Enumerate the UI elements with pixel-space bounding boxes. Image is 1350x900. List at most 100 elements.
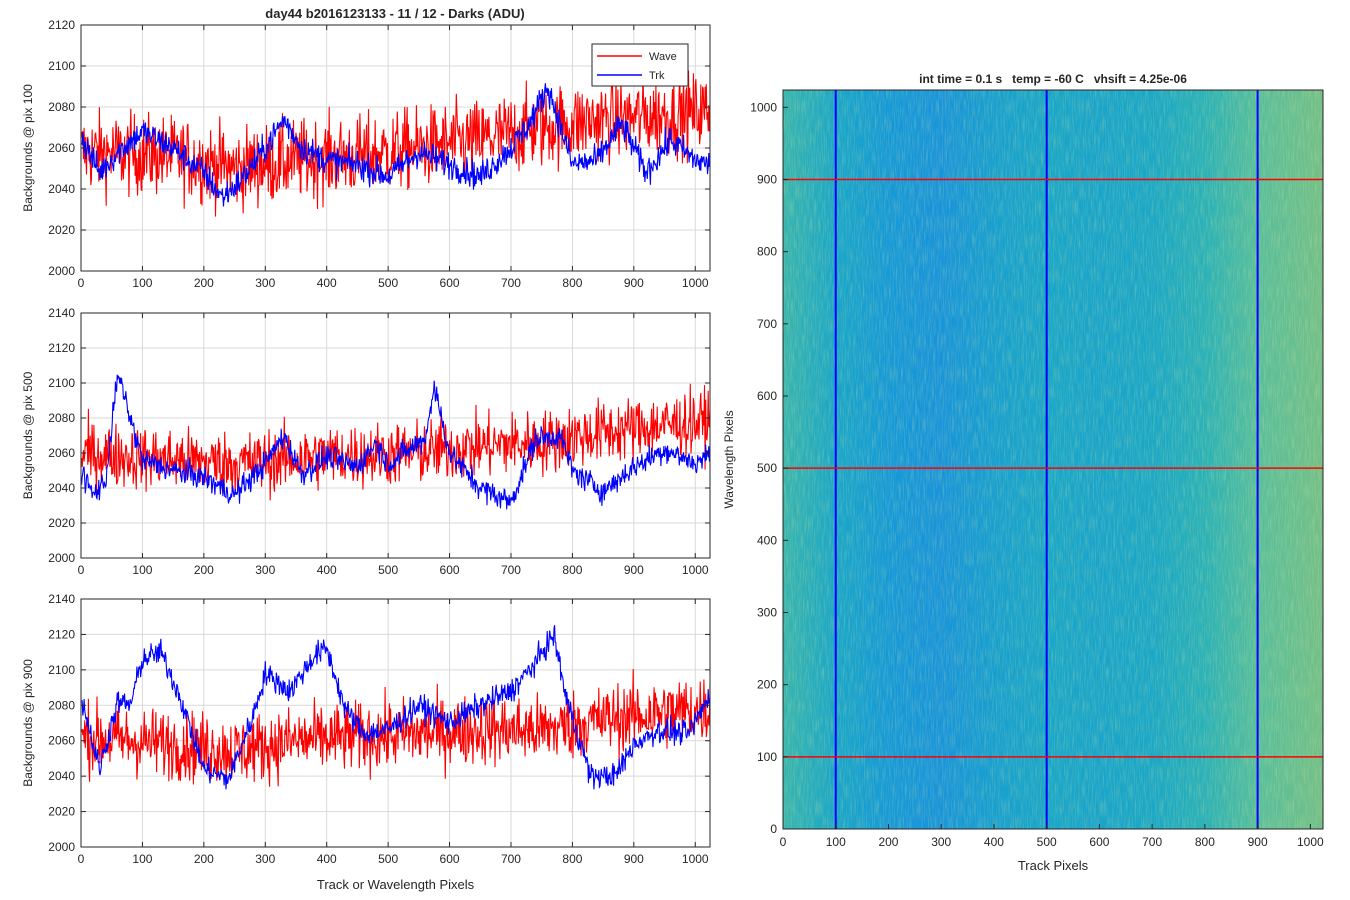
line-chart-3: 0 100 200 300 400 500 600 700 800 900 1000 2000 2020… <box>21 592 711 892</box>
y-tick-label: 2140 <box>48 306 75 320</box>
y-tick-label: 900 <box>757 172 777 186</box>
x-tick-label: 200 <box>194 563 214 577</box>
y-tick-label: 2140 <box>48 592 75 606</box>
x-tick-label: 600 <box>1089 835 1109 849</box>
y-tick-label: 1000 <box>750 100 777 114</box>
x-tick-label: 900 <box>624 563 644 577</box>
y-tick-label: 0 <box>770 822 777 836</box>
y-tick-label: 800 <box>757 245 777 259</box>
x-tick-label: 400 <box>317 276 337 290</box>
series-line-wave <box>81 668 710 787</box>
axes-frame <box>80 598 711 848</box>
y-tick-label: 2040 <box>48 481 75 495</box>
y-tick-label: 2020 <box>48 516 75 530</box>
legend-label-wave: Wave <box>649 51 677 63</box>
series-line-trk <box>81 374 710 510</box>
x-tick-label: 1000 <box>682 276 709 290</box>
y-tick-label: 2100 <box>48 59 75 73</box>
y-tick-label: 2120 <box>48 341 75 355</box>
x-tick-label: 600 <box>440 852 460 866</box>
x-tick-label: 700 <box>501 276 521 290</box>
y-tick-label: 2100 <box>48 376 75 390</box>
y-tick-label: 400 <box>757 533 777 547</box>
x-axis-label: Track or Wavelength Pixels <box>317 877 475 892</box>
line-chart-1: 0 100 200 300 400 500 600 700 800 900 1000 2000 2020… <box>21 18 711 290</box>
y-tick-label: 2100 <box>48 663 75 677</box>
x-tick-label: 300 <box>931 835 951 849</box>
y-tick-label: 2120 <box>48 18 75 32</box>
plots: 0 100 200 300 400 500 600 700 800 900 100020002020… <box>21 18 1324 892</box>
legend-label-trk: Trk <box>649 70 665 82</box>
series-line-trk <box>81 625 710 790</box>
x-tick-label: 200 <box>194 852 214 866</box>
x-tick-label: 800 <box>562 852 582 866</box>
x-tick-label: 600 <box>440 563 460 577</box>
x-tick-label: 900 <box>1248 835 1268 849</box>
legend: Wave Trk <box>591 43 689 87</box>
x-tick-label: 900 <box>624 276 644 290</box>
y-tick-label: 2020 <box>48 805 75 819</box>
x-tick-label: 700 <box>501 852 521 866</box>
x-tick-label: 100 <box>132 563 152 577</box>
x-tick-label: 500 <box>378 563 398 577</box>
x-tick-label: 900 <box>624 852 644 866</box>
x-tick-label: 800 <box>1195 835 1215 849</box>
y-tick-label: 2040 <box>48 769 75 783</box>
heatmap-chart: 0 100 200 300 400 500 600 700 800 900 1000 0 100 200 3… <box>722 72 1324 873</box>
x-tick-label: 200 <box>194 276 214 290</box>
x-tick-label: 400 <box>317 563 337 577</box>
x-tick-label: 200 <box>878 835 898 849</box>
y-tick-label: 600 <box>757 389 777 403</box>
y-tick-label: 2020 <box>48 223 75 237</box>
x-tick-label: 700 <box>501 563 521 577</box>
y-tick-label: 2060 <box>48 734 75 748</box>
y-tick-label: 500 <box>757 461 777 475</box>
y-tick-label: 2060 <box>48 141 75 155</box>
x-tick-label: 400 <box>984 835 1004 849</box>
heatmap-title: int time = 0.1 s temp = -60 C vhsift = 4… <box>919 72 1187 86</box>
y-tick-label: 2120 <box>48 627 75 641</box>
x-tick-label: 800 <box>562 276 582 290</box>
y-tick-label: 2000 <box>48 551 75 565</box>
y-tick-label: 2080 <box>48 698 75 712</box>
y-tick-label: 2080 <box>48 411 75 425</box>
figure-title: day44 b2016123133 - 11 / 12 - Darks (ADU… <box>265 6 524 21</box>
y-tick-label: 2060 <box>48 446 75 460</box>
series-line-wave <box>81 70 710 217</box>
x-tick-label: 300 <box>255 563 275 577</box>
y-axis-label: Wavelength Pixels <box>722 410 736 508</box>
x-tick-label: 1000 <box>682 852 709 866</box>
x-tick-label: 400 <box>317 852 337 866</box>
x-tick-label: 0 <box>78 276 85 290</box>
y-axis-label: Backgrounds @ pix 900 <box>21 659 35 787</box>
y-tick-label: 700 <box>757 317 777 331</box>
x-tick-label: 500 <box>378 276 398 290</box>
series-line-trk <box>81 83 710 207</box>
y-tick-label: 300 <box>757 605 777 619</box>
heatmap-texture <box>783 90 1323 829</box>
x-tick-label: 0 <box>780 835 787 849</box>
x-tick-label: 1000 <box>682 563 709 577</box>
line-chart-2: 0 100 200 300 400 500 600 700 800 900 1000 2000 2020… <box>21 306 711 577</box>
axes-frame <box>782 89 1324 830</box>
x-tick-label: 500 <box>378 852 398 866</box>
plot-area <box>81 313 710 558</box>
axes-frame <box>80 312 711 559</box>
y-axis-label: Backgrounds @ pix 100 <box>21 84 35 212</box>
x-tick-label: 100 <box>826 835 846 849</box>
x-axis-label: Track Pixels <box>1018 858 1089 873</box>
y-tick-label: 200 <box>757 678 777 692</box>
y-tick-label: 2080 <box>48 100 75 114</box>
x-tick-label: 0 <box>78 563 85 577</box>
x-tick-label: 700 <box>1142 835 1162 849</box>
x-tick-label: 500 <box>1037 835 1057 849</box>
x-tick-label: 1000 <box>1297 835 1324 849</box>
x-tick-label: 300 <box>255 276 275 290</box>
x-tick-label: 600 <box>440 276 460 290</box>
x-tick-label: 100 <box>132 852 152 866</box>
y-tick-label: 2000 <box>48 264 75 278</box>
y-axis-label: Backgrounds @ pix 500 <box>21 371 35 499</box>
legend-box <box>591 43 689 87</box>
x-tick-label: 800 <box>562 563 582 577</box>
